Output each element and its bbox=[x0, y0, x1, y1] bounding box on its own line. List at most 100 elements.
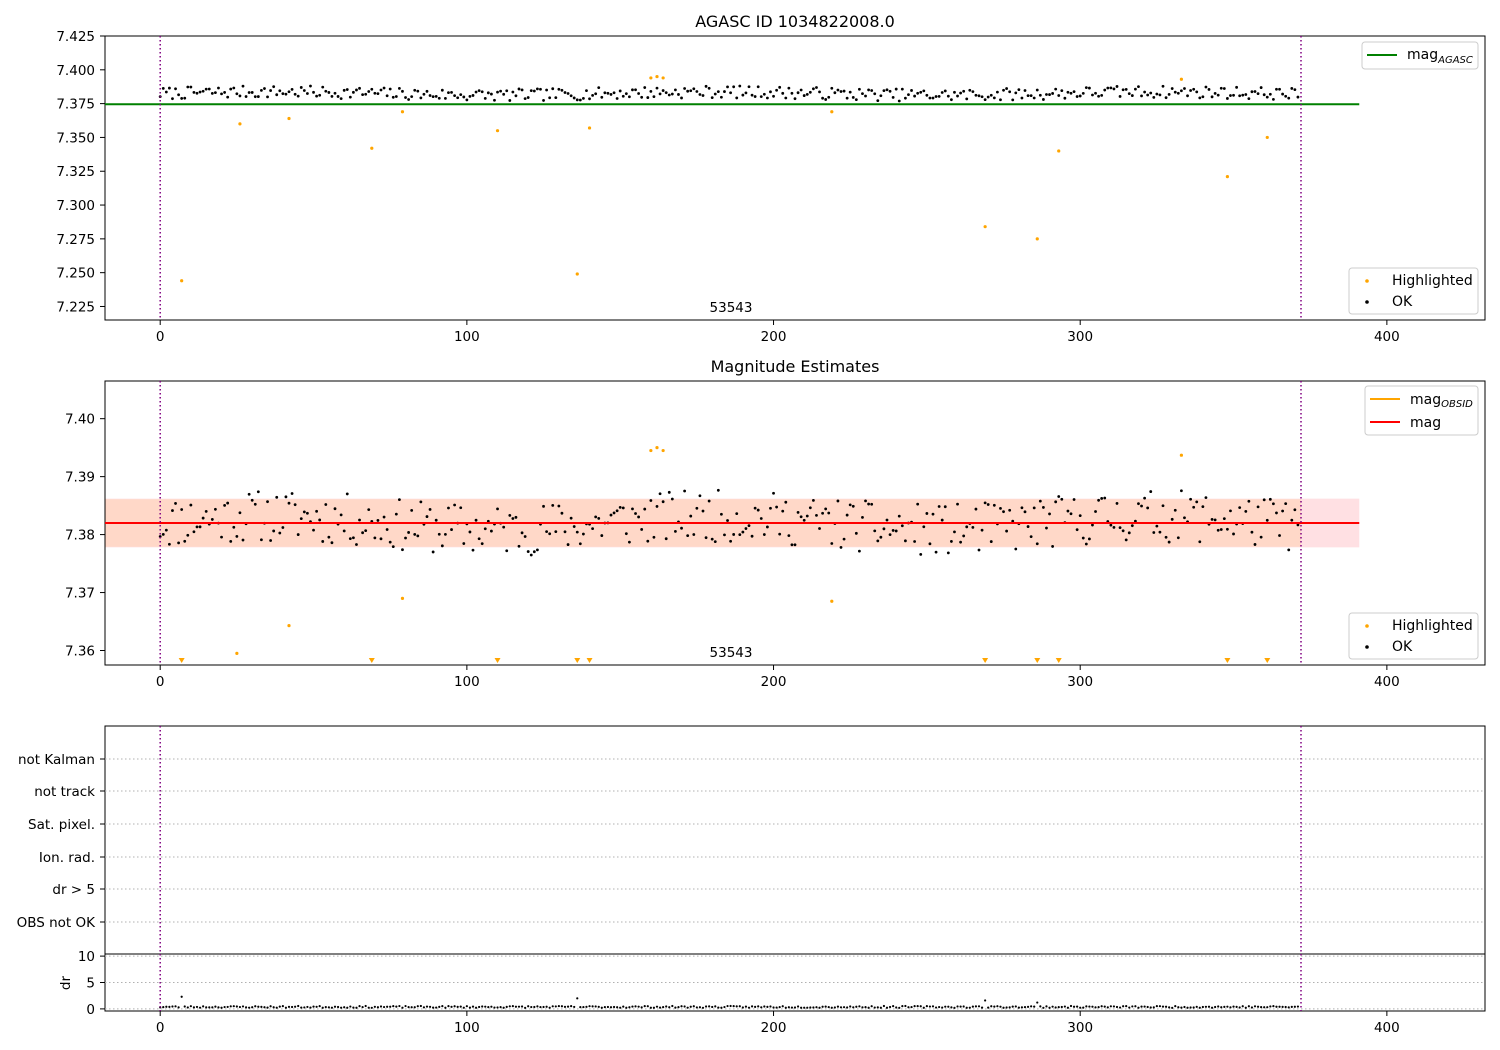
ok-point bbox=[1038, 499, 1042, 503]
ok-point bbox=[422, 92, 426, 96]
ok-point bbox=[784, 500, 788, 504]
y-tick-label: 7.375 bbox=[56, 97, 95, 113]
ok-point bbox=[799, 515, 803, 519]
ok-point bbox=[1118, 95, 1122, 98]
ok-point bbox=[352, 90, 355, 94]
ok-point bbox=[928, 542, 932, 546]
ok-point bbox=[431, 550, 435, 554]
dr-point bbox=[1115, 1005, 1119, 1009]
dr-point bbox=[1079, 1006, 1082, 1009]
dr-point bbox=[349, 1005, 352, 1008]
ok-point bbox=[1195, 90, 1199, 94]
dr-point bbox=[180, 995, 183, 998]
highlighted-point bbox=[830, 110, 834, 114]
ok-point bbox=[716, 90, 720, 94]
dr-point bbox=[297, 1004, 300, 1008]
dr-point bbox=[205, 1006, 208, 1009]
dr-point bbox=[502, 1006, 505, 1009]
panel-title-agasc: AGASC ID 1034822008.0 bbox=[695, 12, 895, 31]
highlighted-point bbox=[1035, 237, 1039, 241]
ok-point bbox=[1238, 94, 1242, 98]
dr-point bbox=[830, 1006, 833, 1009]
ok-point bbox=[974, 507, 978, 511]
dr-point bbox=[732, 1004, 735, 1008]
highlighted-point bbox=[1057, 149, 1061, 153]
ok-point bbox=[1112, 525, 1116, 529]
ok-point bbox=[373, 91, 377, 95]
dr-point bbox=[171, 1005, 174, 1008]
x-tick-label: 200 bbox=[761, 329, 787, 345]
ok-point bbox=[180, 508, 184, 511]
dr-point bbox=[959, 1005, 962, 1008]
ok-point bbox=[716, 488, 720, 492]
ok-point bbox=[1072, 90, 1076, 94]
ok-point bbox=[1069, 512, 1073, 516]
highlighted-point bbox=[235, 651, 239, 656]
ok-point bbox=[358, 518, 361, 522]
ok-point bbox=[321, 540, 325, 543]
dr-point bbox=[784, 1006, 787, 1009]
ok-point bbox=[1130, 94, 1134, 97]
ok-point bbox=[897, 99, 901, 103]
ok-point bbox=[226, 95, 230, 99]
ok-point bbox=[437, 96, 441, 100]
ok-point bbox=[873, 529, 877, 533]
dr-point bbox=[1238, 1006, 1241, 1009]
ok-point bbox=[753, 506, 757, 510]
ok-point bbox=[946, 94, 950, 98]
ok-point bbox=[1210, 517, 1214, 521]
ok-point bbox=[511, 517, 515, 520]
ok-point bbox=[247, 91, 251, 94]
ok-point bbox=[1140, 504, 1143, 508]
dr-point bbox=[582, 1005, 585, 1009]
ok-point bbox=[361, 93, 364, 97]
ok-point bbox=[529, 553, 533, 557]
ok-point bbox=[769, 90, 772, 94]
dr-point bbox=[309, 1006, 312, 1009]
dr-point bbox=[934, 1006, 938, 1009]
dr-point bbox=[717, 1006, 720, 1009]
highlighted-point bbox=[495, 129, 500, 133]
ok-point bbox=[361, 531, 364, 535]
ok-point bbox=[943, 505, 947, 509]
dr-point bbox=[744, 1005, 748, 1008]
ok-point bbox=[410, 95, 414, 99]
dr-point bbox=[772, 1006, 775, 1009]
dr-point bbox=[336, 1005, 340, 1009]
dr-point bbox=[508, 1005, 511, 1008]
ok-point bbox=[226, 501, 230, 505]
dr-point bbox=[701, 1006, 705, 1009]
ok-point bbox=[536, 548, 539, 552]
dr-point bbox=[597, 1005, 600, 1008]
ok-point bbox=[953, 90, 956, 94]
ok-point bbox=[1109, 523, 1113, 527]
ok-point bbox=[769, 506, 772, 510]
highlighted-point bbox=[587, 126, 592, 130]
dr-point bbox=[520, 1005, 524, 1008]
ok-point bbox=[1170, 87, 1174, 90]
ok-point bbox=[1026, 525, 1030, 528]
dr-point bbox=[490, 1005, 493, 1008]
dr-point bbox=[1020, 1006, 1024, 1009]
ok-point bbox=[327, 535, 331, 539]
ok-point bbox=[836, 88, 840, 92]
ok-point bbox=[796, 511, 800, 514]
ok-point bbox=[367, 90, 371, 93]
ok-point bbox=[551, 87, 555, 91]
ok-point bbox=[778, 85, 782, 89]
dr-point bbox=[376, 1006, 380, 1009]
flag-label: dr > 5 bbox=[52, 882, 95, 898]
dr-point bbox=[1051, 1005, 1054, 1008]
ok-point bbox=[600, 534, 604, 537]
dr-point bbox=[741, 1006, 744, 1009]
dr-point bbox=[395, 1005, 398, 1008]
ok-point bbox=[342, 88, 346, 92]
ok-point bbox=[624, 532, 628, 536]
ok-point bbox=[1005, 87, 1008, 90]
ok-point bbox=[701, 94, 705, 97]
ok-point bbox=[1272, 502, 1275, 506]
dr-point bbox=[496, 1006, 499, 1009]
dr-point bbox=[346, 1006, 349, 1009]
ok-point bbox=[413, 532, 417, 536]
ok-point bbox=[493, 98, 496, 102]
